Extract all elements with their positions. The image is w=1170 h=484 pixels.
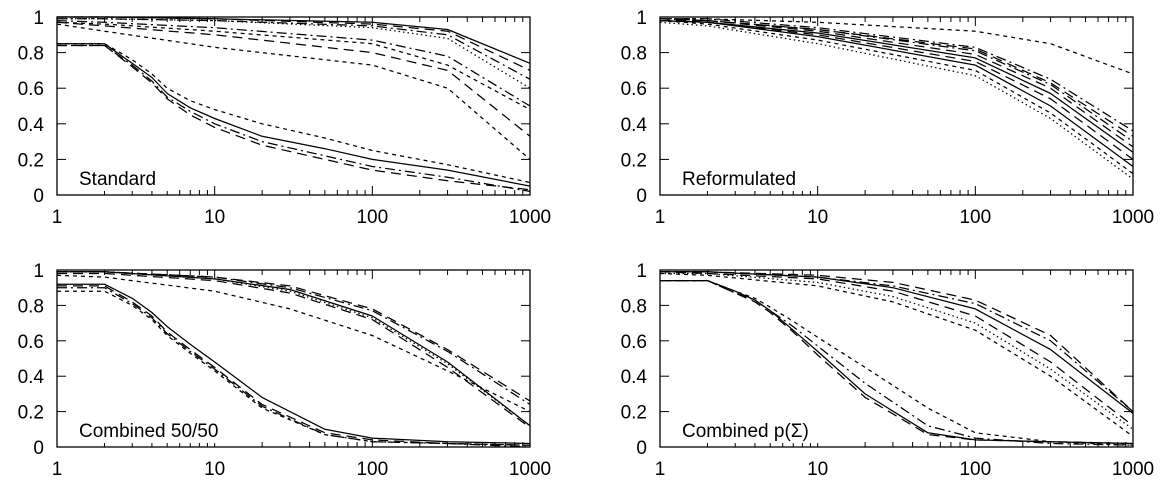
chart-panel-2: 1 10 100 1000 0 0.2 0.4 0.6 0.8 1 Combined 50/50 <box>18 261 552 480</box>
x-tick-label: 1000 <box>509 459 551 480</box>
y-tick-label: 0.6 <box>18 79 44 100</box>
x-tick-label: 10 <box>204 459 225 480</box>
x-tick-label: 1000 <box>1112 459 1154 480</box>
series-line-2-8 <box>57 290 531 446</box>
series-line-3-9 <box>660 279 1134 446</box>
x-tick-label: 1000 <box>1112 207 1154 228</box>
series-line-0-5 <box>56 21 531 111</box>
y-tick-label: 1 <box>636 8 647 29</box>
x-tick-label: 100 <box>959 459 991 480</box>
x-tick-label: 1000 <box>509 207 551 228</box>
y-tick-label: 0.4 <box>18 367 45 388</box>
plot-frame <box>56 16 531 196</box>
plot-frame <box>659 16 1134 196</box>
series-line-3-5 <box>659 272 1134 437</box>
series-line-0-6 <box>56 21 531 137</box>
y-tick-label: 1 <box>33 8 44 29</box>
series-line-1-2 <box>659 18 1134 137</box>
y-tick-label: 0.2 <box>18 403 44 424</box>
y-tick-label: 0.8 <box>621 44 647 65</box>
x-tick-label: 1 <box>655 459 666 480</box>
y-tick-label: 0.8 <box>18 296 44 317</box>
x-tick-label: 1 <box>52 459 63 480</box>
series-line-0-8 <box>57 43 531 187</box>
chart-panel-0: 1 10 100 1000 0 0.2 0.4 0.6 0.8 1 Standard <box>18 8 552 228</box>
y-tick-label: 0 <box>636 186 647 207</box>
series-line-3-1 <box>660 271 1134 413</box>
y-tick-label: 0 <box>33 438 44 459</box>
series-line-1-9 <box>659 21 1134 180</box>
panel-title-background <box>677 166 815 191</box>
series-line-2-5 <box>56 274 531 413</box>
panel-title: Combined p(Σ) <box>682 421 809 442</box>
x-tick-label: 10 <box>204 207 225 228</box>
series-line-2-1 <box>57 271 531 406</box>
plot-frame <box>56 269 531 448</box>
x-tick-label: 100 <box>356 207 388 228</box>
y-tick-label: 0.6 <box>18 332 44 353</box>
y-tick-label: 0.6 <box>621 79 647 100</box>
y-tick-label: 0.4 <box>18 115 45 136</box>
series-line-0-9 <box>57 44 531 191</box>
y-tick-label: 0.8 <box>18 44 44 65</box>
x-tick-label: 10 <box>807 459 828 480</box>
series-line-0-3 <box>57 18 531 89</box>
plot-frame <box>659 269 1134 448</box>
series-line-1-0 <box>660 18 1134 75</box>
chart-panel-1: 1 10 100 1000 0 0.2 0.4 0.6 0.8 1 Reformulated <box>621 8 1155 228</box>
series-line-0-7 <box>56 23 531 160</box>
y-tick-label: 0.2 <box>621 150 647 171</box>
x-tick-label: 1 <box>655 207 666 228</box>
panel-title: Combined 50/50 <box>79 421 218 442</box>
y-tick-label: 1 <box>636 261 647 282</box>
series-line-1-5 <box>659 19 1134 153</box>
y-tick-label: 0.2 <box>18 150 44 171</box>
series-line-3-4 <box>660 272 1134 430</box>
x-tick-label: 1 <box>52 207 63 228</box>
chart-panel-3: 1 10 100 1000 0 0.2 0.4 0.6 0.8 1 Combined p(Σ) <box>621 261 1155 480</box>
series-line-3-0 <box>660 271 1134 413</box>
series-line-3-2 <box>660 271 1134 414</box>
series-line-1-7 <box>659 19 1134 168</box>
x-tick-label: 10 <box>807 207 828 228</box>
y-tick-label: 0 <box>33 186 44 207</box>
series-line-1-3 <box>659 18 1134 143</box>
y-tick-label: 0 <box>636 438 647 459</box>
series-line-2-7 <box>57 285 531 446</box>
y-tick-label: 0.2 <box>621 403 647 424</box>
series-line-2-4 <box>57 272 531 429</box>
y-tick-label: 0.4 <box>621 115 648 136</box>
series-line-0-2 <box>57 18 531 80</box>
y-tick-label: 0.8 <box>621 296 647 317</box>
series-line-2-6 <box>57 283 531 445</box>
panel-title: Standard <box>79 169 156 190</box>
x-tick-label: 100 <box>959 207 991 228</box>
panel-title-background <box>74 418 234 443</box>
series-line-2-0 <box>57 271 531 402</box>
series-line-0-0 <box>57 16 531 64</box>
panel-title-background <box>677 418 826 443</box>
series-line-1-1 <box>660 18 1134 132</box>
y-tick-label: 0.4 <box>621 367 648 388</box>
panel-title: Reformulated <box>682 169 796 190</box>
series-line-0-4 <box>56 19 531 107</box>
series-line-3-8 <box>660 279 1134 446</box>
series-line-0-11 <box>57 44 531 193</box>
series-line-1-4 <box>660 19 1134 148</box>
series-line-2-3 <box>57 271 531 427</box>
x-tick-label: 100 <box>356 459 388 480</box>
panel-title-background <box>74 166 169 191</box>
y-tick-label: 0.6 <box>621 332 647 353</box>
series-line-1-8 <box>659 19 1134 175</box>
series-line-2-9 <box>57 287 531 448</box>
series-line-3-3 <box>659 271 1134 427</box>
series-line-3-7 <box>660 279 1134 445</box>
series-line-1-6 <box>659 19 1134 160</box>
y-tick-label: 1 <box>33 261 44 282</box>
series-line-0-10 <box>57 43 531 184</box>
series-line-2-2 <box>57 271 531 427</box>
